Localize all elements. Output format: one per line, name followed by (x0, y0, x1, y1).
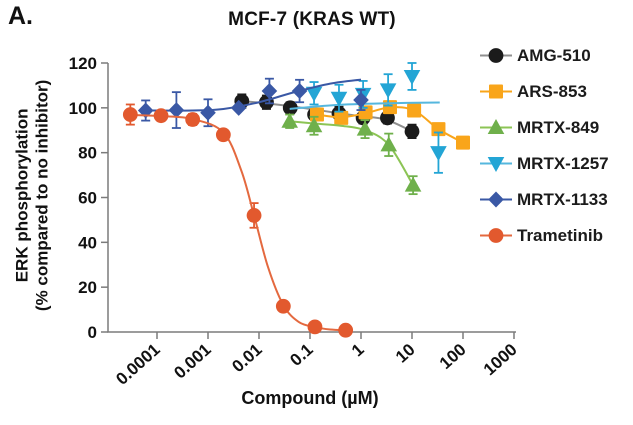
data-point (246, 208, 262, 223)
data-point (430, 146, 447, 162)
data-point (200, 104, 216, 121)
data-point (404, 123, 420, 139)
data-point (487, 119, 505, 134)
chart-title: MCF-7 (KRAS WT) (228, 9, 396, 30)
triangle-up-legend-marker-icon (480, 119, 512, 134)
circle-legend-marker-icon (480, 228, 512, 243)
x-tick-label: 100 (436, 340, 470, 373)
data-point (488, 191, 504, 208)
data-point (488, 48, 504, 63)
legend-item-ARS-853: ARS-853 (479, 81, 609, 102)
data-point (334, 110, 349, 125)
circle-legend-marker-icon (480, 48, 512, 63)
legend-label: MRTX-849 (517, 117, 600, 137)
legend-item-MRTX-1257: MRTX-1257 (479, 153, 609, 174)
panel-label: A. (8, 2, 33, 30)
data-point (185, 112, 201, 127)
data-point (275, 298, 291, 314)
data-point (215, 127, 231, 143)
series-MRTX-1133 (137, 77, 369, 129)
y-tick-label: 20 (78, 278, 97, 297)
x-tick-label: 1 (348, 340, 368, 360)
data-point (456, 135, 470, 150)
legend-label: Trametinib (517, 225, 603, 245)
data-point (380, 136, 398, 152)
y-tick-label: 80 (78, 144, 97, 163)
data-point (358, 105, 373, 120)
x-tick-label: 0.001 (170, 340, 214, 383)
fit-curve (145, 78, 362, 112)
diamond-legend-marker-icon (480, 191, 512, 208)
triangle-down-legend-marker-icon (480, 157, 512, 172)
legend-label: AMG-510 (517, 45, 591, 65)
x-tick-label: 1000 (480, 340, 521, 379)
y-tick-label: 120 (69, 54, 97, 73)
x-tick-label: 0.1 (286, 340, 316, 370)
data-point (330, 91, 348, 107)
y-tick-label: 40 (78, 233, 97, 252)
y-tick-label: 0 (88, 323, 97, 342)
y-tick-label: 100 (69, 99, 97, 118)
legend-label: MRTX-1257 (517, 153, 609, 173)
data-point (168, 102, 185, 119)
data-point (356, 120, 374, 136)
data-point (380, 110, 395, 126)
data-point (488, 228, 504, 243)
data-point (379, 83, 397, 99)
data-point (153, 108, 169, 124)
data-point (305, 117, 323, 133)
data-point (404, 176, 422, 192)
legend: AMG-510 ARS-853 MRTX-849 MRTX-1257 MRTX-1133… (479, 45, 609, 246)
legend-item-MRTX-849: MRTX-849 (479, 117, 609, 138)
legend-item-Trametinib: Trametinib (479, 225, 609, 246)
fit-curve (130, 114, 346, 332)
data-point (122, 107, 138, 122)
legend-label: ARS-853 (517, 81, 587, 101)
y-tick-label: 60 (78, 188, 97, 207)
x-tick-label: 0.01 (228, 340, 265, 376)
data-point (489, 84, 503, 99)
legend-item-MRTX-1133: MRTX-1133 (479, 189, 609, 210)
data-point (291, 83, 308, 100)
axis-lines (107, 62, 516, 333)
data-point (261, 83, 278, 100)
data-point (309, 107, 324, 122)
data-point (281, 112, 299, 128)
x-axis-label: Compound (µM) (241, 388, 379, 408)
series-Trametinib (122, 103, 354, 338)
legend-item-AMG-510: AMG-510 (479, 45, 609, 66)
data-point (307, 319, 323, 335)
series-MRTX-849 (281, 112, 422, 196)
data-point (137, 102, 154, 119)
data-point (403, 69, 421, 85)
data-point (407, 103, 422, 118)
legend-label: MRTX-1133 (517, 189, 608, 209)
data-point (487, 157, 505, 172)
data-point (353, 91, 369, 108)
square-legend-marker-icon (480, 84, 512, 99)
x-tick-label: 0.0001 (112, 340, 163, 389)
x-tick-label: 10 (392, 340, 419, 367)
data-point (282, 100, 298, 116)
data-point (305, 86, 323, 102)
data-point (230, 99, 247, 116)
data-point (338, 322, 354, 338)
